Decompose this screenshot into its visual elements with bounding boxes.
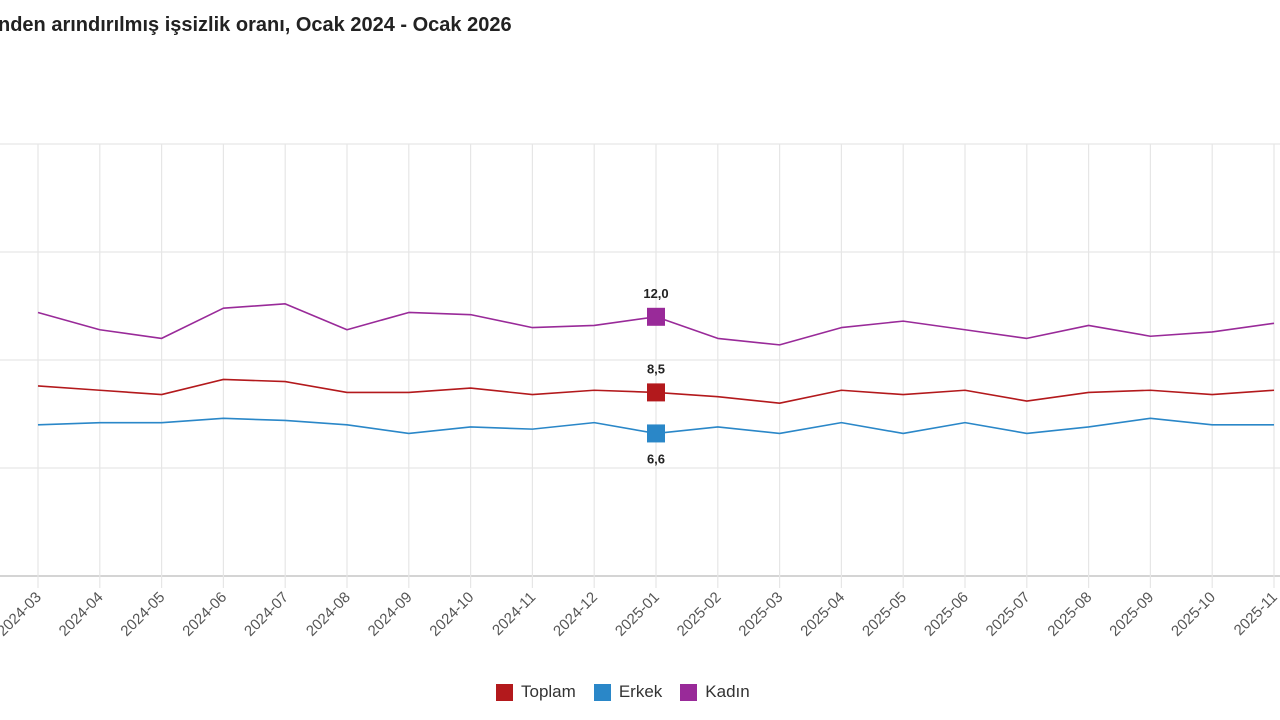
legend-item-kadin[interactable]: Kadın [680,682,750,702]
x-tick-label: 2024-09 [365,589,416,640]
x-tick-label: 2025-08 [1044,589,1095,640]
x-tick-label: 2025-11 [1231,589,1280,639]
x-tick-label: 2025-04 [797,589,848,640]
legend-swatch-erkek [593,683,611,701]
legend-swatch-toplam [496,683,513,701]
legend: Toplam Erkek Kadın [496,682,750,702]
legend-label: Kadın [705,682,750,701]
x-tick-label: 2024-04 [56,589,107,640]
data-marker-toplam [647,383,665,402]
x-tick-label: 2024-11 [489,589,539,639]
x-tick-label: 2025-10 [1168,589,1219,640]
legend-item-toplam[interactable]: Toplam [496,682,576,702]
data-label: 8,5 [647,361,665,376]
legend-item-erkek[interactable]: Erkek [593,682,663,702]
data-label: 12,0 [643,286,668,301]
x-tick-label: 2024-06 [179,589,230,640]
x-tick-label: 2025-02 [674,589,725,640]
chart-title: nden arındırılmış işsizlik oranı, Ocak 2… [0,14,512,36]
data-label: 6,6 [647,451,665,466]
legend-label: Toplam [521,682,576,701]
x-tick-label: 2025-03 [735,589,786,640]
x-tick-label: 2025-06 [921,589,972,640]
x-tick-label: 2024-12 [550,589,601,640]
x-tick-label: 2025-01 [612,589,663,640]
legend-label: Erkek [618,682,663,701]
x-tick-label: 2025-05 [859,589,910,640]
x-tick-label: 2024-07 [241,589,292,640]
x-tick-label: 2024-08 [303,589,354,640]
data-marker-erkek [647,424,665,443]
x-tick-label: 2024-03 [0,589,45,640]
x-tick-label: 2025-09 [1106,589,1157,640]
x-tick-label: 2025-07 [983,589,1034,640]
data-marker-kadın [647,307,665,326]
x-tick-label: 2024-05 [117,589,168,640]
x-tick-label: 2024-10 [426,589,477,640]
legend-swatch-kadin [680,683,698,701]
